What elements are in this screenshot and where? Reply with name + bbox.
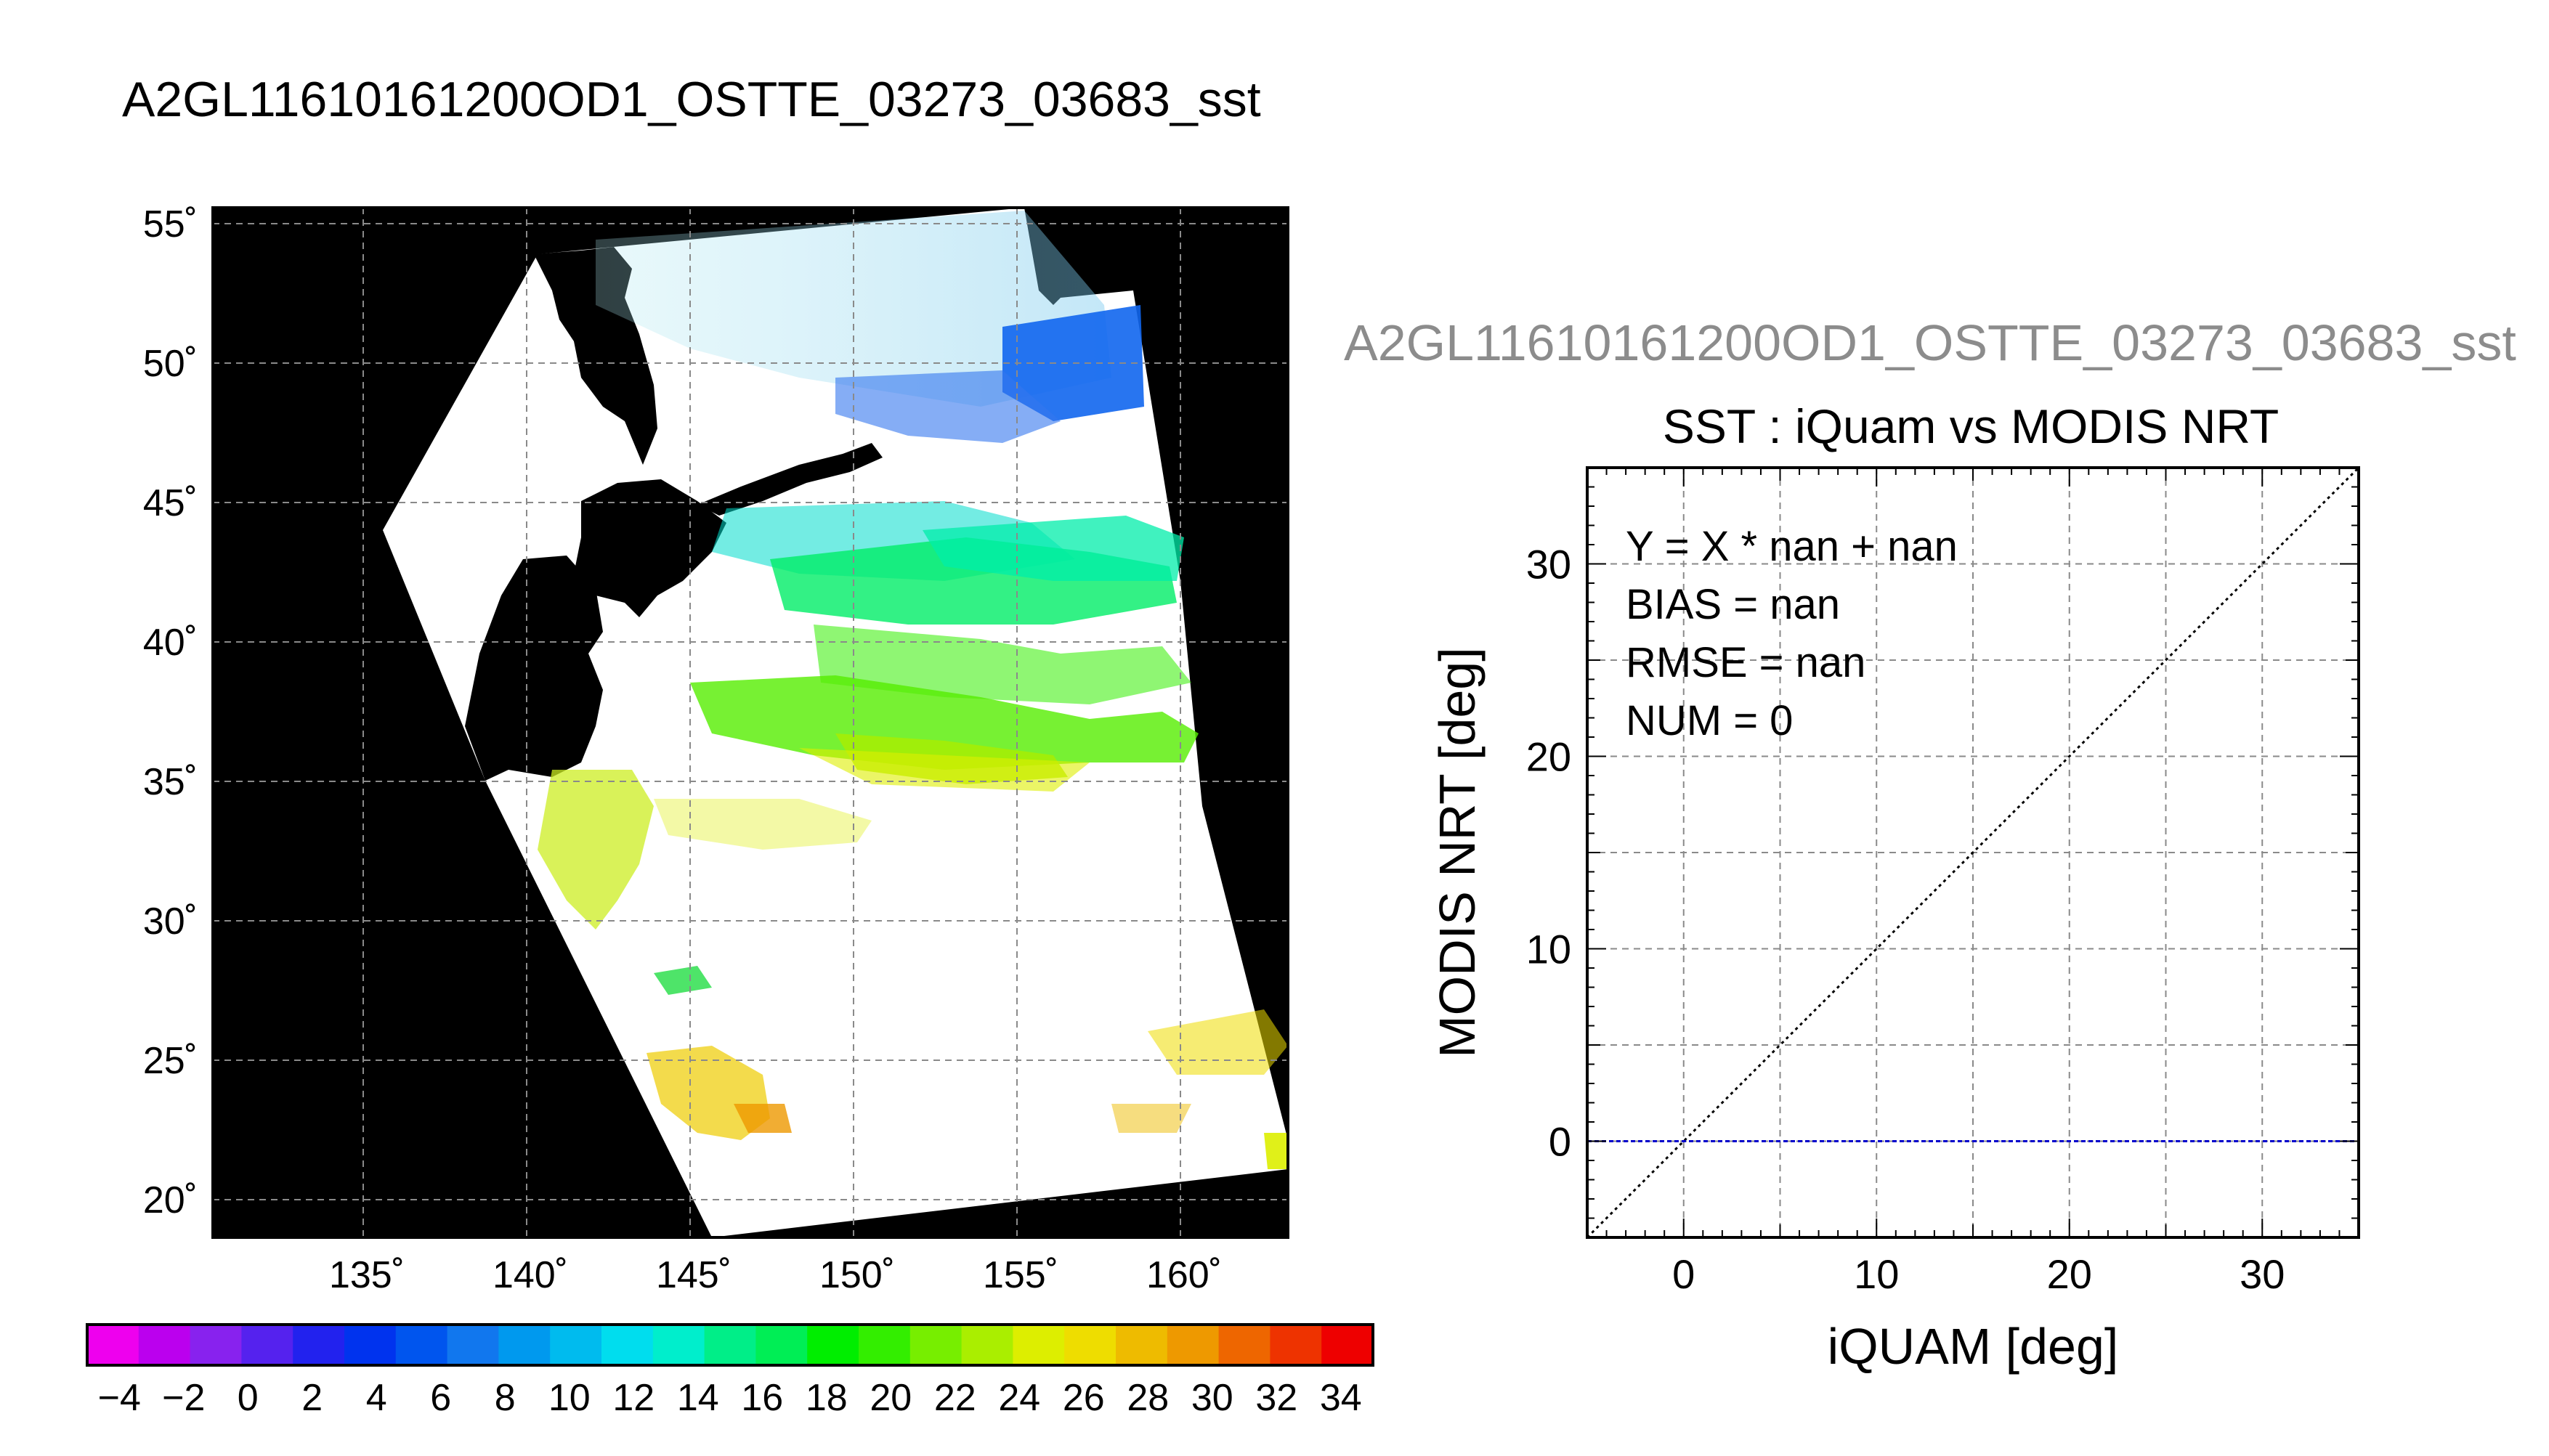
colorbar-tick-label: 22	[934, 1377, 976, 1419]
colorbar: −4 −2 0 2 4 6 8 10 12 14 16 18 20 22 24 26 28 30 32 34	[86, 1323, 1374, 1419]
colorbar-cell	[550, 1325, 602, 1365]
x-tick-label: 10	[1854, 1251, 1899, 1297]
colorbar-cell	[961, 1325, 1013, 1365]
map-frame	[211, 206, 1289, 1239]
scatter-file-title: A2GL11610161200OD1_OSTTE_03273_03683_sst	[1344, 314, 2516, 371]
lat-label-50: 50˚	[143, 343, 198, 385]
stats-block: Y = X * nan + nan BIAS = nan RMSE = nan …	[1626, 523, 1958, 744]
colorbar-tick-label: 14	[677, 1377, 719, 1419]
land-hokkaido	[574, 479, 726, 617]
x-tick-label: 20	[2047, 1251, 2092, 1297]
sst-patches	[538, 211, 1288, 1169]
stats-bias: BIAS = nan	[1626, 581, 1840, 628]
y-tick-label: 0	[1549, 1119, 1571, 1165]
colorbar-cell	[652, 1325, 705, 1365]
lat-label-40: 40˚	[143, 622, 198, 664]
y-tick-label: 20	[1526, 734, 1571, 780]
colorbar-cell	[344, 1325, 397, 1365]
colorbar-tick-label: 16	[741, 1377, 783, 1419]
scatter-title: SST : iQuam vs MODIS NRT	[1663, 399, 2279, 453]
colorbar-tick-label: 24	[998, 1377, 1040, 1419]
stats-rmse: RMSE = nan	[1626, 639, 1865, 686]
stats-num: NUM = 0	[1626, 697, 1793, 744]
scatter-plot: SST : iQuam vs MODIS NRT 0 10 20 300102030 …	[1429, 399, 2360, 1375]
x-axis-label: iQUAM [deg]	[1828, 1318, 2119, 1375]
colorbar-tick-label: −2	[162, 1377, 205, 1419]
colorbar-cell	[1270, 1325, 1322, 1365]
land-sakhalin	[534, 247, 657, 465]
lat-label-25: 25˚	[143, 1040, 198, 1082]
colorbar-tick-label: 6	[430, 1377, 451, 1419]
colorbar-tick-label: 18	[806, 1377, 848, 1419]
main-title: A2GL11610161200OD1_OSTTE_03273_03683_sst	[122, 72, 1261, 127]
colorbar-cell	[1116, 1325, 1168, 1365]
lon-label-155: 155˚	[983, 1254, 1058, 1296]
lat-label-20: 20˚	[143, 1179, 198, 1221]
colorbar-cell	[601, 1325, 654, 1365]
colorbar-tick-label: 8	[495, 1377, 516, 1419]
colorbar-tick-label: 28	[1127, 1377, 1169, 1419]
colorbar-tick-label: 30	[1191, 1377, 1233, 1419]
lat-label-45: 45˚	[143, 482, 198, 524]
land-kuril-islands	[697, 443, 883, 516]
lon-label-145: 145˚	[656, 1254, 732, 1296]
colorbar-cell	[498, 1325, 551, 1365]
colorbar-cell	[807, 1325, 859, 1365]
lon-label-135: 135˚	[329, 1254, 405, 1296]
x-tick-label: 30	[2240, 1251, 2285, 1297]
colorbar-cell	[138, 1325, 191, 1365]
colorbar-tick-label: −4	[98, 1377, 141, 1419]
lat-label-35: 35˚	[143, 761, 198, 803]
colorbar-cell	[859, 1325, 911, 1365]
stats-fit-equation: Y = X * nan + nan	[1626, 523, 1958, 570]
lon-label-150: 150˚	[819, 1254, 895, 1296]
colorbar-frame	[86, 1323, 1374, 1367]
scatter-ticklabels: 0 10 20 30 0 10 20 30	[1526, 542, 2285, 1298]
lat-label-55: 55˚	[143, 203, 198, 245]
x-tick-label: 0	[1672, 1251, 1695, 1297]
identity-line	[1586, 466, 2360, 1239]
colorbar-cell	[755, 1325, 808, 1365]
y-axis-label: MODIS NRT [deg]	[1429, 647, 1486, 1057]
colorbar-cells	[87, 1325, 1374, 1365]
scatter-frame	[1586, 466, 2360, 1239]
colorbar-tick-label: 4	[366, 1377, 387, 1419]
y-tick-label: 10	[1526, 927, 1571, 972]
colorbar-cell	[1013, 1325, 1065, 1365]
y-tick-label: 30	[1526, 542, 1571, 587]
colorbar-tick-label: 26	[1063, 1377, 1105, 1419]
colorbar-tick-label: 2	[301, 1377, 323, 1419]
colorbar-tick-label: 20	[870, 1377, 912, 1419]
lon-label-160: 160˚	[1146, 1254, 1222, 1296]
colorbar-cell	[704, 1325, 756, 1365]
colorbar-tick-label: 34	[1320, 1377, 1362, 1419]
colorbar-cell	[1321, 1325, 1374, 1365]
colorbar-cell	[1218, 1325, 1271, 1365]
lon-label-140: 140˚	[493, 1254, 568, 1296]
lat-label-30: 30˚	[143, 900, 198, 943]
colorbar-cell	[87, 1325, 139, 1365]
colorbar-tick-label: 32	[1255, 1377, 1297, 1419]
colorbar-cell	[395, 1325, 448, 1365]
colorbar-cell	[241, 1325, 293, 1365]
sst-map: 55˚ 50˚ 45˚ 40˚ 35˚ 30˚ 25˚ 20˚ 135˚ 140…	[143, 203, 1289, 1296]
colorbar-tick-label: 0	[238, 1377, 259, 1419]
colorbar-tick-label: 12	[612, 1377, 655, 1419]
map-graticule	[213, 208, 1288, 1237]
colorbar-cell	[293, 1325, 345, 1365]
colorbar-cell	[190, 1325, 242, 1365]
colorbar-cell	[1167, 1325, 1220, 1365]
land-honshu-north	[465, 556, 603, 781]
colorbar-tick-label: 10	[548, 1377, 591, 1419]
colorbar-cell	[447, 1325, 499, 1365]
colorbar-cell	[909, 1325, 963, 1365]
colorbar-cell	[1064, 1325, 1117, 1365]
colorbar-ticks: −4 −2 0 2 4 6 8 10 12 14 16 18 20 22 24 26 28 30 32 34	[98, 1377, 1362, 1419]
